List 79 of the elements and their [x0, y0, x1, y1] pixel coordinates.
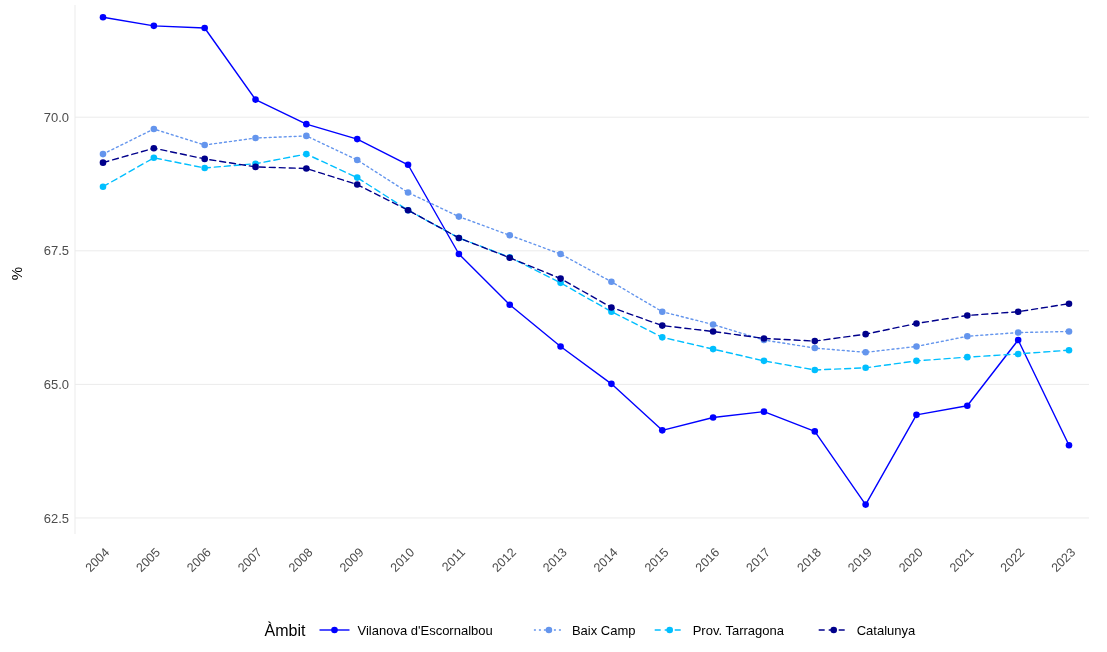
point: [201, 24, 208, 32]
point: [252, 134, 259, 142]
point: [557, 275, 564, 282]
point: [303, 132, 310, 140]
point: [964, 312, 971, 319]
point: [201, 164, 208, 172]
point: [303, 150, 310, 158]
point: [658, 427, 666, 434]
point: [1065, 346, 1073, 354]
point: [811, 366, 819, 374]
point: [658, 322, 666, 329]
point: [760, 357, 768, 365]
point: [1014, 308, 1022, 316]
point: [811, 337, 819, 345]
point: [608, 278, 615, 286]
point: [811, 344, 819, 352]
legend-label: Catalunya: [856, 622, 917, 638]
point: [862, 364, 869, 372]
y-tick-label: 65.0: [43, 376, 69, 392]
point: [913, 411, 920, 419]
point: [913, 343, 920, 350]
point: [99, 183, 107, 190]
point: [862, 501, 869, 508]
point: [608, 380, 615, 388]
y-axis-title: %: [8, 266, 25, 281]
point: [252, 96, 259, 103]
point: [811, 428, 819, 435]
point: [964, 353, 971, 361]
point: [862, 330, 869, 338]
point: [150, 154, 158, 162]
point: [150, 144, 158, 152]
point: [353, 181, 361, 188]
point: [252, 163, 259, 171]
point: [709, 414, 717, 421]
point: [709, 321, 717, 328]
point: [709, 345, 717, 353]
point: [608, 304, 615, 311]
point: [353, 156, 361, 164]
point: [353, 174, 361, 181]
point: [455, 250, 463, 258]
y-tick-label: 62.5: [43, 510, 69, 526]
point: [201, 141, 208, 149]
point: [557, 343, 564, 350]
point: [201, 155, 208, 163]
y-tick-label: 67.5: [43, 243, 69, 259]
legend-title: Àmbit: [264, 620, 306, 639]
point: [1014, 329, 1022, 336]
point: [658, 308, 666, 316]
point: [1014, 336, 1022, 344]
point: [1065, 300, 1073, 307]
point: [760, 408, 768, 415]
point: [150, 125, 158, 133]
point: [455, 213, 463, 220]
point: [964, 402, 971, 410]
legend-label: Vilanova d'Escornalbou: [357, 622, 493, 638]
point: [99, 159, 107, 166]
point: [1014, 350, 1022, 358]
point: [1065, 328, 1073, 335]
point: [964, 332, 971, 340]
y-tick-label: 70.0: [43, 109, 69, 125]
point: [862, 349, 869, 356]
legend-label: Prov. Tarragona: [692, 622, 785, 638]
point: [99, 13, 107, 21]
point: [557, 250, 564, 258]
point: [404, 189, 412, 196]
point: [150, 22, 158, 30]
point: [709, 328, 717, 335]
point: [303, 165, 310, 172]
point: [99, 150, 107, 158]
point: [658, 334, 666, 341]
point: [506, 232, 514, 239]
point: [303, 120, 310, 128]
point: [913, 357, 920, 365]
point: [506, 301, 514, 309]
point: [913, 320, 920, 327]
point: [404, 161, 412, 169]
point: [1065, 442, 1073, 449]
legend-label: Baix Camp: [571, 622, 636, 638]
point: [353, 135, 361, 143]
